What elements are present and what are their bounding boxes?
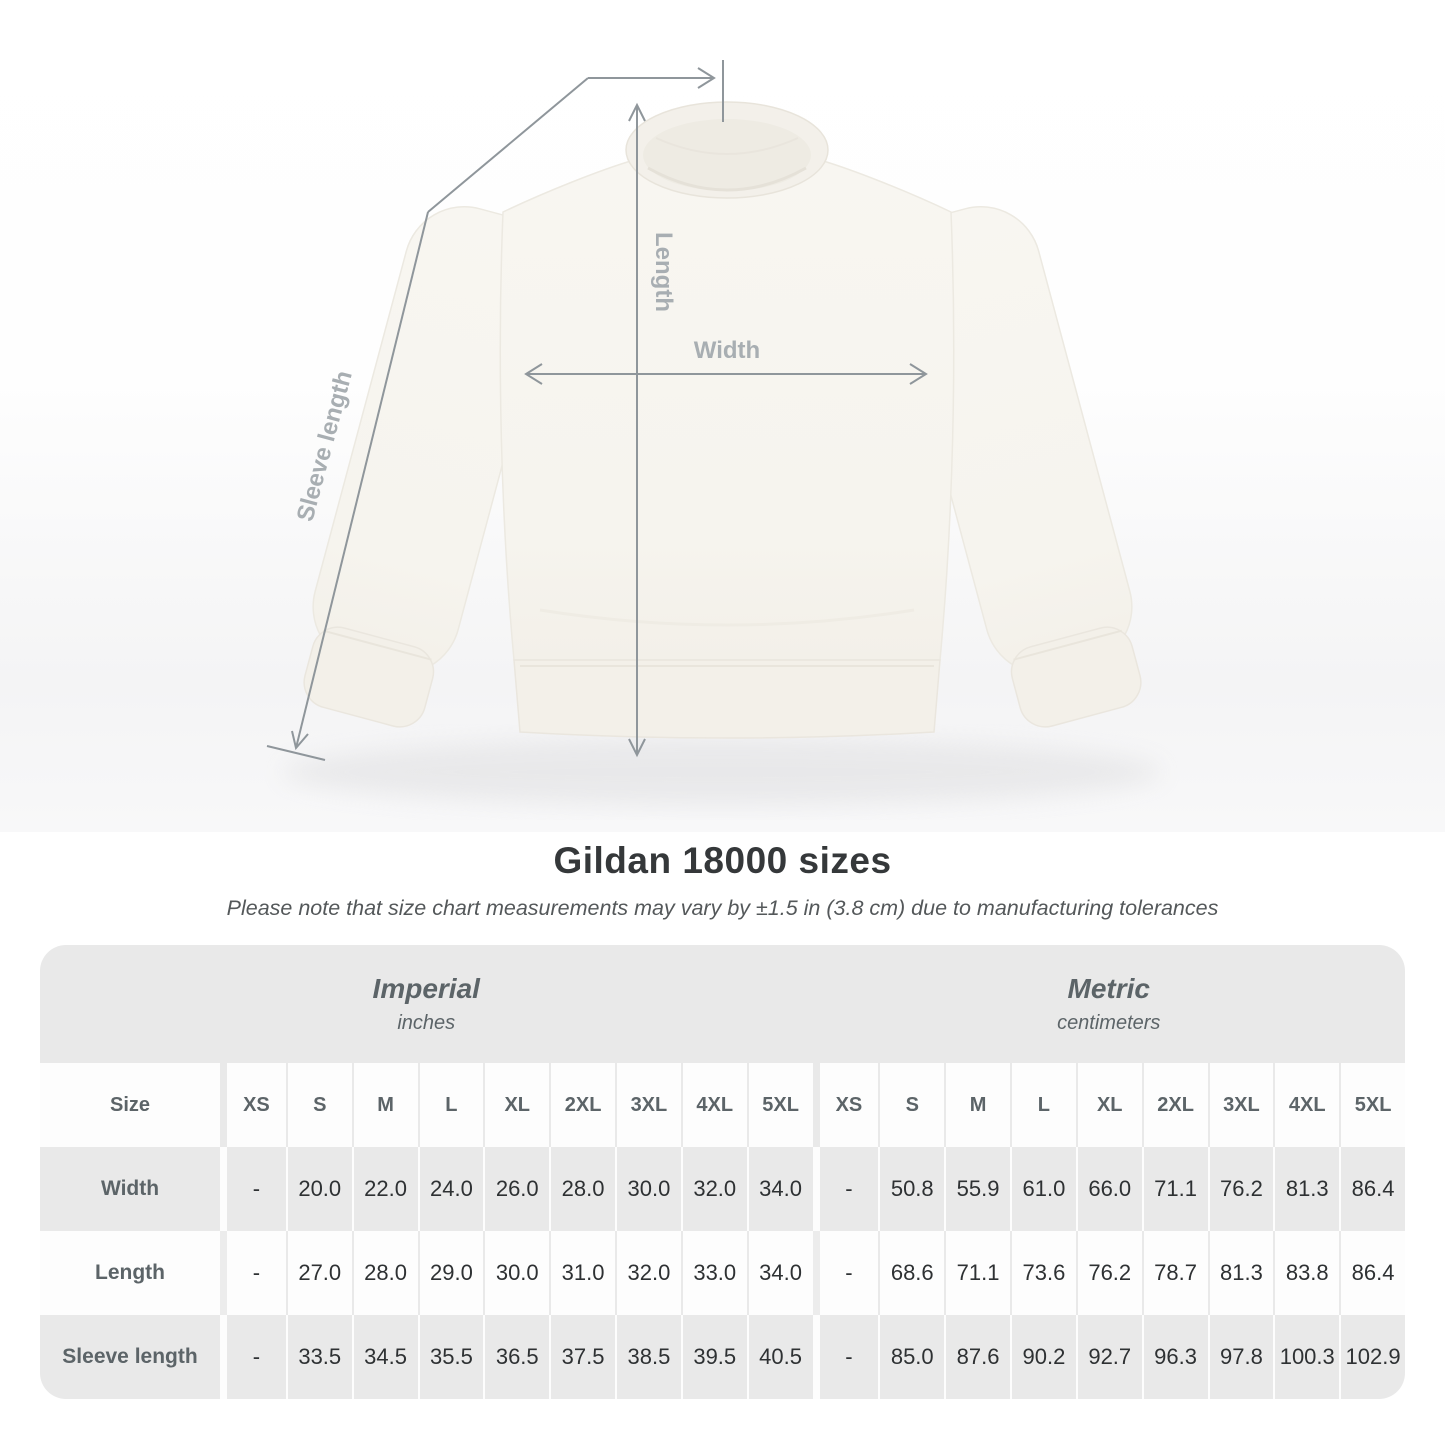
width-arrow: Width xyxy=(524,337,928,385)
sweatshirt-image xyxy=(303,101,1142,739)
size-col-header: S xyxy=(878,1063,945,1147)
value-cell: 24.0 xyxy=(417,1147,484,1231)
imperial-unit: inches xyxy=(397,1012,456,1034)
metric-group-header: Metric centimeters xyxy=(812,945,1405,1063)
value-cell: 78.7 xyxy=(1141,1231,1208,1315)
size-col-header: 5XL xyxy=(746,1063,813,1147)
value-cell: 71.1 xyxy=(944,1231,1010,1315)
size-col-header: XS xyxy=(220,1063,286,1147)
value-cell: - xyxy=(812,1147,879,1231)
value-cell: 34.5 xyxy=(351,1315,418,1399)
value-cell: 55.9 xyxy=(944,1147,1010,1231)
length-label: Length xyxy=(650,232,677,312)
size-table: Imperial inches Metric centimeters Size X… xyxy=(40,945,1405,1399)
value-cell: - xyxy=(812,1315,879,1399)
value-cell: 81.3 xyxy=(1273,1147,1340,1231)
value-cell: 68.6 xyxy=(878,1231,945,1315)
size-col-header: M xyxy=(944,1063,1010,1147)
value-cell: 102.9 xyxy=(1339,1315,1405,1399)
size-col-header: 4XL xyxy=(1273,1063,1340,1147)
value-cell: 28.0 xyxy=(549,1147,615,1231)
value-cell: 30.0 xyxy=(483,1231,550,1315)
size-col-header: 2XL xyxy=(549,1063,615,1147)
width-label: Width xyxy=(694,337,760,364)
value-cell: 32.0 xyxy=(615,1231,681,1315)
row-label: Length xyxy=(40,1231,220,1315)
value-cell: 76.2 xyxy=(1075,1231,1142,1315)
value-cell: 27.0 xyxy=(285,1231,352,1315)
size-col-header: 3XL xyxy=(615,1063,681,1147)
value-cell: 40.5 xyxy=(746,1315,813,1399)
imperial-group-header: Imperial inches xyxy=(40,945,813,1063)
size-col-header: 2XL xyxy=(1141,1063,1208,1147)
page-subtitle: Please note that size chart measurements… xyxy=(226,896,1219,920)
value-cell: 28.0 xyxy=(351,1231,418,1315)
size-col-header: 4XL xyxy=(680,1063,747,1147)
value-cell: 31.0 xyxy=(549,1231,615,1315)
value-cell: 34.0 xyxy=(746,1147,813,1231)
size-col-header: L xyxy=(417,1063,484,1147)
value-cell: 50.8 xyxy=(878,1147,945,1231)
value-cell: 73.6 xyxy=(1010,1231,1076,1315)
value-cell: 34.0 xyxy=(746,1231,813,1315)
value-cell: 86.4 xyxy=(1339,1147,1405,1231)
imperial-label: Imperial xyxy=(372,973,480,1004)
size-table-grid: Imperial inches Metric centimeters Size X… xyxy=(40,945,1405,1399)
size-col-header: 3XL xyxy=(1207,1063,1274,1147)
metric-unit: centimeters xyxy=(1057,1012,1161,1034)
size-row-header: Size xyxy=(40,1063,220,1147)
value-cell: 66.0 xyxy=(1075,1147,1142,1231)
page-title: Gildan 18000 sizes xyxy=(553,840,892,881)
value-cell: - xyxy=(220,1315,286,1399)
size-col-header: L xyxy=(1010,1063,1076,1147)
value-cell: 26.0 xyxy=(483,1147,550,1231)
sweatshirt-diagram: Sleeve length Length Width xyxy=(266,60,1162,806)
value-cell: 97.8 xyxy=(1207,1315,1274,1399)
value-cell: 61.0 xyxy=(1010,1147,1076,1231)
garment-shadow xyxy=(282,738,1162,806)
value-cell: 37.5 xyxy=(549,1315,615,1399)
value-cell: 22.0 xyxy=(351,1147,418,1231)
size-col-header: 5XL xyxy=(1339,1063,1405,1147)
value-cell: 90.2 xyxy=(1010,1315,1076,1399)
value-cell: 20.0 xyxy=(285,1147,352,1231)
value-cell: 87.6 xyxy=(944,1315,1010,1399)
value-cell: 29.0 xyxy=(417,1231,484,1315)
value-cell: 30.0 xyxy=(615,1147,681,1231)
value-cell: 85.0 xyxy=(878,1315,945,1399)
value-cell: - xyxy=(220,1231,286,1315)
value-cell: 36.5 xyxy=(483,1315,550,1399)
size-col-header: XL xyxy=(483,1063,550,1147)
value-cell: - xyxy=(812,1231,879,1315)
value-cell: 32.0 xyxy=(680,1147,747,1231)
metric-label: Metric xyxy=(1067,973,1150,1004)
size-col-header: S xyxy=(285,1063,352,1147)
value-cell: 81.3 xyxy=(1207,1231,1274,1315)
value-cell: 86.4 xyxy=(1339,1231,1405,1315)
row-label: Width xyxy=(40,1147,220,1231)
value-cell: 83.8 xyxy=(1273,1231,1340,1315)
value-cell: 35.5 xyxy=(417,1315,484,1399)
value-cell: 71.1 xyxy=(1141,1147,1208,1231)
value-cell: 39.5 xyxy=(680,1315,747,1399)
value-cell: 96.3 xyxy=(1141,1315,1208,1399)
size-col-header: XS xyxy=(812,1063,879,1147)
value-cell: 33.0 xyxy=(680,1231,747,1315)
value-cell: 92.7 xyxy=(1075,1315,1142,1399)
value-cell: 33.5 xyxy=(285,1315,352,1399)
value-cell: 38.5 xyxy=(615,1315,681,1399)
value-cell: 100.3 xyxy=(1273,1315,1340,1399)
size-col-header: XL xyxy=(1075,1063,1142,1147)
row-label: Sleeve length xyxy=(40,1315,220,1399)
value-cell: - xyxy=(220,1147,286,1231)
size-col-header: M xyxy=(351,1063,418,1147)
value-cell: 76.2 xyxy=(1207,1147,1274,1231)
length-arrow: Length xyxy=(628,102,677,758)
